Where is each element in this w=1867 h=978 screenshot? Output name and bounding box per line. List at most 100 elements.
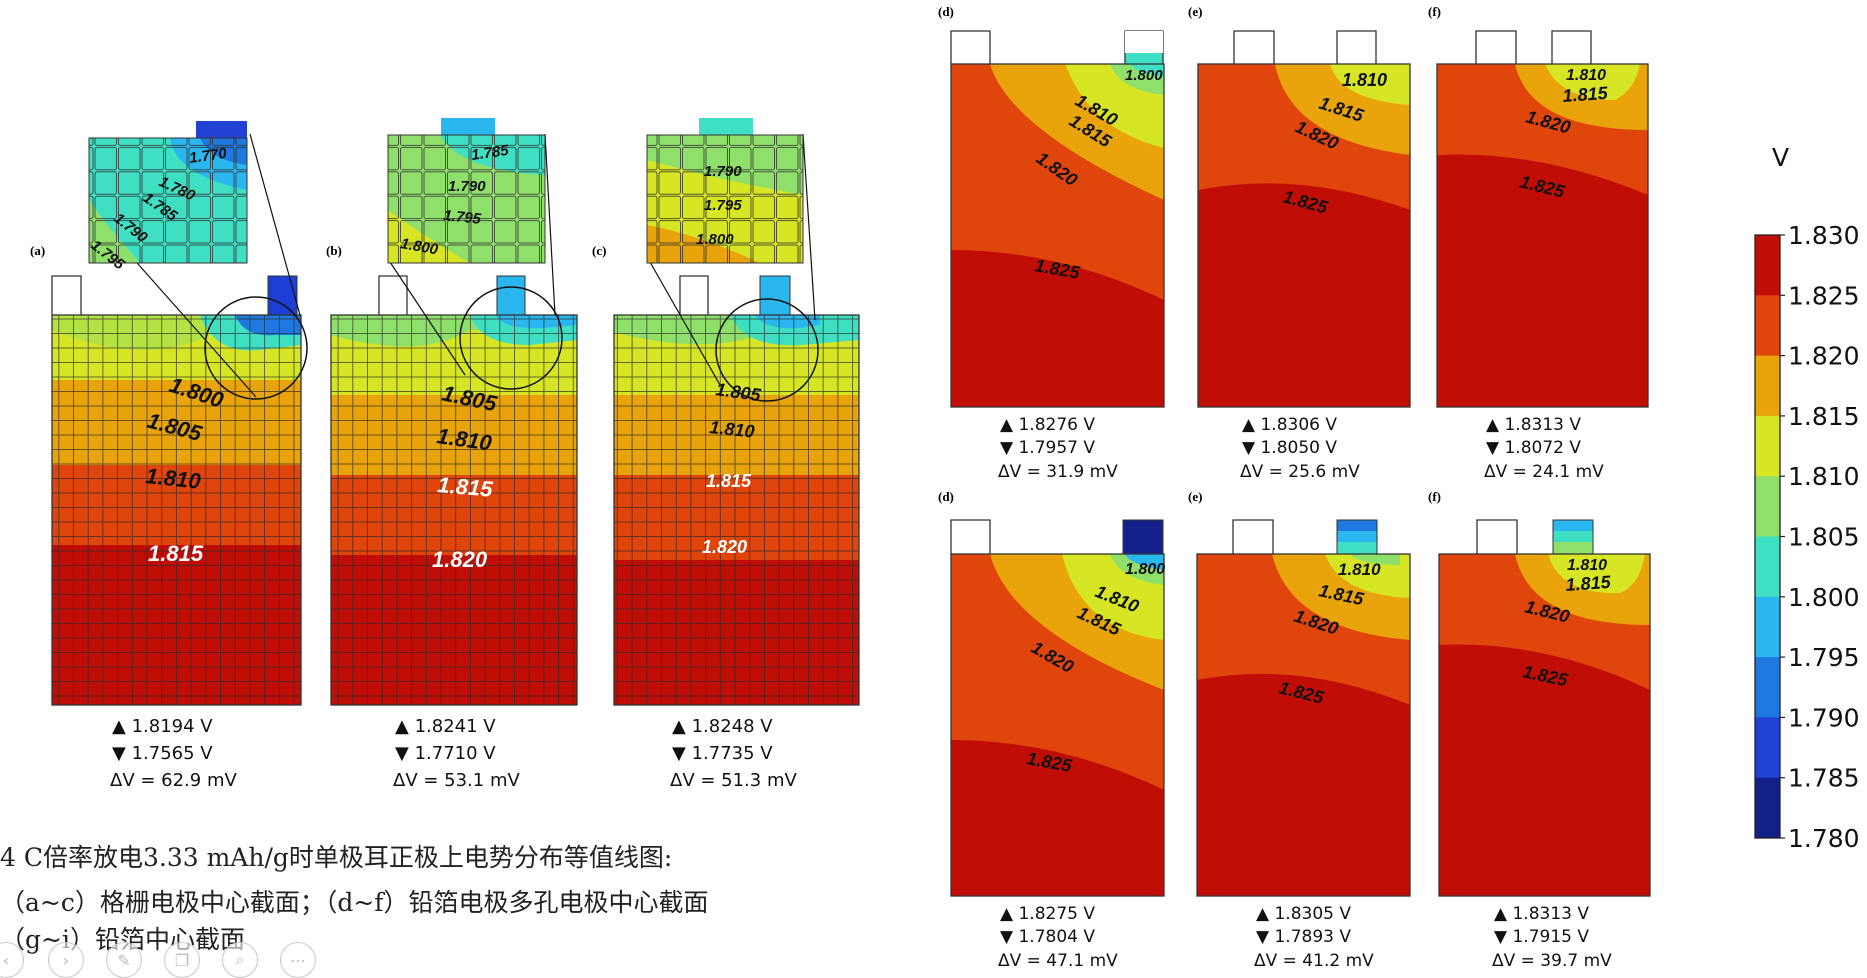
colorbar-tick-label: 1.805	[1788, 523, 1860, 552]
colorbar-swatch	[1755, 536, 1780, 598]
colorbar-swatch	[1755, 235, 1780, 296]
inset-contour-label: 1.795	[704, 197, 742, 214]
colorbar-swatch	[1755, 355, 1780, 417]
colorbar-tick-label: 1.810	[1788, 462, 1860, 491]
min-value: ▼ 1.8050 V	[1242, 438, 1337, 458]
pen-icon[interactable]: ✎	[106, 942, 142, 978]
contour-label: 1.810	[1342, 70, 1387, 90]
next-icon[interactable]: ›	[48, 942, 84, 978]
inset-contour-label: 1.770	[188, 145, 228, 167]
inset-contour-label: 1.790	[448, 178, 486, 195]
delta-value: ΔV = 31.9 mV	[998, 462, 1118, 482]
panel-e-top: (e) 1.810 1.815 1.820 1.825 ▲ 1.8306 V ▼…	[1188, 4, 1411, 482]
contour-label: 1.815	[1565, 572, 1612, 595]
contour-label: 1.820	[432, 547, 488, 572]
colorbar-swatch	[1755, 777, 1780, 839]
contour-label: 1.810	[709, 417, 756, 442]
min-value: ▼ 1.7893 V	[1256, 927, 1351, 947]
panel-f-top: (f) 1.810 1.815 1.820 1.825 ▲ 1.8313 V ▼…	[1428, 4, 1649, 482]
colorbar-tick-label: 1.825	[1788, 281, 1860, 310]
contour-label: 1.820	[702, 537, 747, 557]
caption-line-2: （a~c）格栅电极中心截面；（d~f）铅箔电极多孔电极中心截面	[0, 888, 709, 917]
colorbar-swatch	[1755, 596, 1780, 658]
panel-letter: (d)	[938, 4, 954, 19]
contour-label: 1.810	[144, 463, 202, 494]
max-value: ▲ 1.8275 V	[1000, 904, 1095, 924]
min-value: ▼ 1.7710 V	[395, 743, 496, 764]
inset-contour-label: 1.800	[696, 231, 734, 248]
min-value: ▼ 1.7915 V	[1494, 927, 1589, 947]
colorbar-tick-label: 1.795	[1788, 643, 1860, 672]
colorbar-swatch	[1755, 476, 1780, 537]
panel-a: (a) 1.770 1.780 1.785 1.790 1.795 1.800	[30, 121, 308, 791]
colorbar-swatches	[1755, 235, 1780, 839]
panel-letter: (f)	[1428, 489, 1441, 504]
panel-letter: (e)	[1188, 4, 1202, 19]
delta-value: ΔV = 39.7 mV	[1492, 951, 1612, 971]
panel-letter: (f)	[1428, 4, 1441, 19]
contour-label: 1.815	[706, 471, 752, 491]
panel-d-bottom: (d) 1.800 1.810 1.815 1.820 1.825 ▲ 1.82…	[938, 489, 1165, 971]
panel-d-top: (d) 1.800 1.810 1.815 1.820 1.825 ▲ 1.82…	[938, 4, 1165, 482]
panel-letter: (b)	[326, 243, 342, 258]
zoom-icon[interactable]: ⌕	[222, 942, 258, 978]
panel-b: (b) 1.785 1.790 1.795 1.800 1.805 1.810 …	[326, 118, 578, 791]
delta-value: ΔV = 53.1 mV	[393, 770, 520, 791]
colorbar-swatch	[1755, 657, 1780, 718]
max-value: ▲ 1.8313 V	[1494, 904, 1589, 924]
colorbar-swatch	[1755, 415, 1780, 477]
min-value: ▼ 1.7735 V	[672, 743, 773, 764]
colorbar-tick-label: 1.830	[1788, 221, 1860, 250]
colorbar-tick-label: 1.790	[1788, 703, 1860, 732]
panel-letter: (e)	[1188, 489, 1202, 504]
colorbar-swatch	[1755, 717, 1780, 779]
colorbar-tick-label: 1.815	[1788, 402, 1860, 431]
colorbar-unit: V	[1772, 143, 1789, 172]
inset-contour-label: 1.790	[704, 163, 742, 180]
panel-letter: (d)	[938, 489, 954, 504]
panel-c: (c) 1.790 1.795 1.800 1.805 1.810 1.815 …	[592, 118, 860, 791]
delta-value: ΔV = 41.2 mV	[1254, 951, 1374, 971]
max-value: ▲ 1.8248 V	[672, 716, 773, 737]
max-value: ▲ 1.8241 V	[395, 716, 496, 737]
max-value: ▲ 1.8313 V	[1486, 415, 1581, 435]
delta-value: ΔV = 47.1 mV	[998, 951, 1118, 971]
contour-label: 1.800	[1125, 561, 1165, 578]
colorbar-tick-label: 1.820	[1788, 342, 1860, 371]
colorbar-tick-label: 1.785	[1788, 764, 1860, 793]
min-value: ▼ 1.8072 V	[1486, 438, 1581, 458]
max-value: ▲ 1.8194 V	[112, 716, 213, 737]
panel-f-bottom: (f) 1.810 1.815 1.820 1.825 ▲ 1.8313 V ▼…	[1428, 489, 1651, 971]
panel-letter: (c)	[592, 243, 606, 258]
panel-letter: (a)	[30, 243, 45, 258]
max-value: ▲ 1.8276 V	[1000, 415, 1095, 435]
contour-label: 1.815	[148, 541, 204, 566]
colorbar: V 1.830 1.825 1.820 1.815 1.810 1.805 1.800 1.7…	[1754, 143, 1860, 853]
inset-contour-label: 1.795	[443, 207, 483, 228]
contour-label: 1.815	[1562, 83, 1609, 106]
contour-label: 1.810	[1567, 557, 1607, 574]
delta-value: ΔV = 51.3 mV	[670, 770, 797, 791]
delta-value: ΔV = 25.6 mV	[1240, 462, 1360, 482]
panel-e-bottom: (e) 1.810 1.815 1.820 1.825 ▲ 1.8305 V ▼…	[1188, 489, 1411, 971]
contour-label: 1.810	[1338, 560, 1381, 579]
delta-value: ΔV = 62.9 mV	[110, 770, 237, 791]
contour-label: 1.800	[1125, 67, 1163, 84]
contour-label: 1.810	[1566, 67, 1606, 84]
inset-contour-label: 1.785	[470, 142, 510, 164]
min-value: ▼ 1.7804 V	[1000, 927, 1095, 947]
more-icon[interactable]: ⋯	[280, 942, 316, 978]
colorbar-tick-label: 1.800	[1788, 583, 1860, 612]
max-value: ▲ 1.8306 V	[1242, 415, 1337, 435]
max-value: ▲ 1.8305 V	[1256, 904, 1351, 924]
inset-contour-label: 1.800	[399, 235, 440, 258]
min-value: ▼ 1.7565 V	[112, 743, 213, 764]
contour-label: 1.815	[437, 472, 495, 502]
colorbar-swatch	[1755, 295, 1780, 357]
min-value: ▼ 1.7957 V	[1000, 438, 1095, 458]
colorbar-ticks: 1.830 1.825 1.820 1.815 1.810 1.805 1.800 1.795…	[1780, 221, 1860, 853]
delta-value: ΔV = 24.1 mV	[1484, 462, 1604, 482]
caption-line-1: 4 C倍率放电3.33 mAh/g时单极耳正极上电势分布等值线图:	[0, 843, 673, 872]
copy-icon[interactable]: ❐	[164, 942, 200, 978]
